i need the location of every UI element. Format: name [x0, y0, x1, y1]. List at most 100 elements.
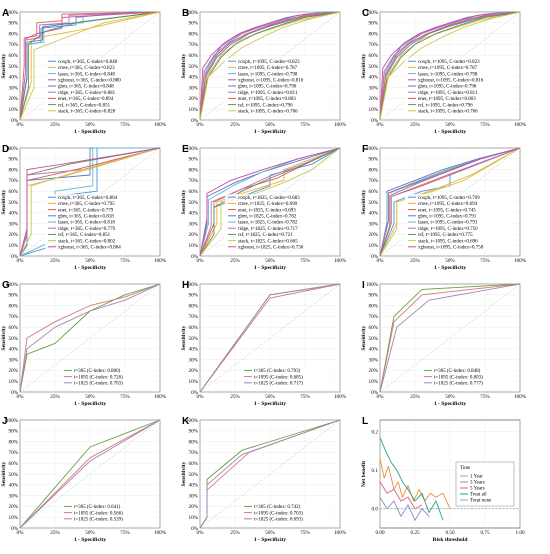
y-tick-label: 100%	[186, 146, 199, 152]
legend-box	[241, 367, 333, 388]
y-tick-label: 70%	[368, 42, 378, 48]
series-line-rsf	[19, 11, 161, 121]
series-line-xgboost	[199, 11, 341, 121]
y-tick-label: 50%	[188, 336, 198, 342]
y-tick-label: 40%	[8, 75, 18, 81]
legend-label: gbm, t=1095, C-index=0.796	[418, 85, 477, 90]
legend-label: t=1095 (C-index: 0.726)	[74, 375, 123, 380]
y-axis-label: Sensitivity	[181, 325, 187, 350]
x-tick-label: 75%	[480, 122, 490, 128]
reference-diagonal	[199, 283, 341, 393]
x-tick-label: 0%	[197, 258, 205, 264]
legend-label: coxph, t=1095, C-index=0.709	[418, 196, 480, 201]
y-tick-label: 40%	[8, 483, 18, 489]
panel-h: H 0% 25% 50% 75% 100% 0% 10% 20% 30% 40% 50% 60% 70% 8…	[181, 280, 347, 407]
y-tick-label: 100%	[366, 10, 379, 16]
y-tick-label: 10%	[8, 107, 18, 113]
series-line-gbm	[199, 11, 341, 121]
y-tick-label: 90%	[188, 293, 198, 299]
legend-box	[225, 194, 333, 252]
y-tick-label: 90%	[8, 293, 18, 299]
x-tick-label: 0.00	[375, 530, 384, 536]
reference-diagonal	[19, 283, 161, 393]
legend-label: lasso, t=365, C-index=0.818	[58, 221, 115, 226]
y-tick-label: 90%	[8, 157, 18, 163]
y-tick-label: 10%	[188, 515, 198, 521]
x-axis-label: 1 - Specificity	[434, 265, 467, 271]
x-tick-label: 50%	[265, 530, 275, 536]
x-tick-label: 100%	[334, 394, 347, 400]
x-tick-label: 0%	[197, 122, 205, 128]
x-tick-label: 50%	[445, 258, 455, 264]
y-tick-label: 50%	[8, 64, 18, 70]
legend-label: ridge, t=1095, C-index=0.811	[418, 91, 478, 96]
y-tick-label: 80%	[368, 303, 378, 309]
x-axis-label: Risk threshold	[433, 537, 469, 543]
legend-label: t=365 (C-index: 0.800)	[74, 369, 121, 374]
y-tick-label: 50%	[368, 336, 378, 342]
legend-label: 1 Year	[470, 475, 483, 480]
y-tick-label: 20%	[8, 232, 18, 238]
y-tick-label: 0%	[191, 526, 199, 532]
y-tick-label: 30%	[188, 85, 198, 91]
x-tick-label: 25%	[50, 530, 60, 536]
y-tick-label: 70%	[188, 450, 198, 456]
series-line-ctree	[199, 11, 341, 121]
series-line-t1825	[19, 283, 161, 393]
y-axis-label: Sensitivity	[1, 461, 7, 486]
legend-label: gbm, t=365, C-index=0.848	[58, 85, 114, 90]
legend-label: rsf, t=1095, C-index=0.796	[418, 103, 473, 108]
x-tick-label: 0%	[17, 394, 25, 400]
series-line-t365	[19, 419, 161, 529]
y-tick-label: 100%	[366, 146, 379, 152]
x-tick-label: 0%	[17, 258, 25, 264]
x-tick-label: 25%	[230, 122, 240, 128]
reference-diagonal	[199, 419, 341, 529]
panel-g: G 0% 25% 50% 75% 100% 0% 10% 20% 30% 40% 50% 60% 70% 8…	[1, 280, 167, 407]
y-tick-label: 30%	[8, 493, 18, 499]
legend-label: rsf, t=365, C-index=0.851	[58, 233, 111, 238]
panel-letter: F	[362, 144, 368, 155]
series-line-rsf	[199, 147, 341, 257]
y-tick-label: 100%	[186, 10, 199, 16]
y-tick-label: 20%	[8, 368, 18, 374]
x-tick-label: 25%	[410, 394, 420, 400]
x-axis-label: 1 - Specificity	[254, 265, 287, 271]
legend-label: t=1825 (C-index: 0.717)	[254, 382, 303, 387]
x-tick-label: 0.25	[410, 530, 419, 536]
series-line-t1825	[19, 419, 161, 529]
y-tick-label: 50%	[8, 472, 18, 478]
y-tick-label: 60%	[8, 53, 18, 59]
legend-label: ridge, t=1095, C-index=0.750	[418, 227, 478, 232]
panel-d: D 0% 25% 50% 75% 100% 0% 10% 20% 30% 40% 50% 60% 70% 8…	[1, 144, 167, 271]
y-tick-label: 10%	[8, 243, 18, 249]
y-tick-label: 80%	[8, 167, 18, 173]
y-axis-label: Sensitivity	[181, 53, 187, 78]
legend-label: rsf, t=365, C-index=0.851	[58, 103, 111, 108]
legend-label: ctree, t=365, C-index=0.795	[58, 202, 115, 207]
legend-label: gbm, t=1825, C-index=0.782	[238, 215, 297, 220]
legend-label: coxph, t=1095, C-index=0.823	[418, 60, 480, 65]
legend-label: t=365 (C-index: 0.742)	[254, 505, 301, 510]
y-tick-label: 40%	[368, 211, 378, 217]
y-tick-label: 90%	[368, 21, 378, 27]
y-tick-label: 60%	[368, 189, 378, 195]
legend-label: rsf, t=1095, C-index=0.775	[418, 233, 473, 238]
y-tick-label: 10%	[368, 107, 378, 113]
y-tick-label: 60%	[8, 461, 18, 467]
legend-label: ctree, t=365, C-index=0.823	[58, 66, 115, 71]
y-tick-label: 40%	[188, 211, 198, 217]
y-tick-label: 40%	[188, 75, 198, 81]
x-axis-label: 1 - Specificity	[254, 401, 287, 407]
x-tick-label: 100%	[154, 258, 167, 264]
y-tick-label: 10%	[368, 379, 378, 385]
series-line-ridge	[199, 147, 341, 257]
legend-label: stack, t=1095, C-index=0.766	[418, 110, 478, 115]
y-tick-label: 100%	[366, 282, 379, 288]
x-tick-label: 0%	[377, 394, 385, 400]
x-tick-label: 75%	[480, 394, 490, 400]
y-tick-label: 40%	[8, 347, 18, 353]
x-tick-label: 50%	[445, 122, 455, 128]
x-axis-label: 1 - Specificity	[74, 265, 107, 271]
y-tick-label: 0.1	[372, 468, 379, 474]
